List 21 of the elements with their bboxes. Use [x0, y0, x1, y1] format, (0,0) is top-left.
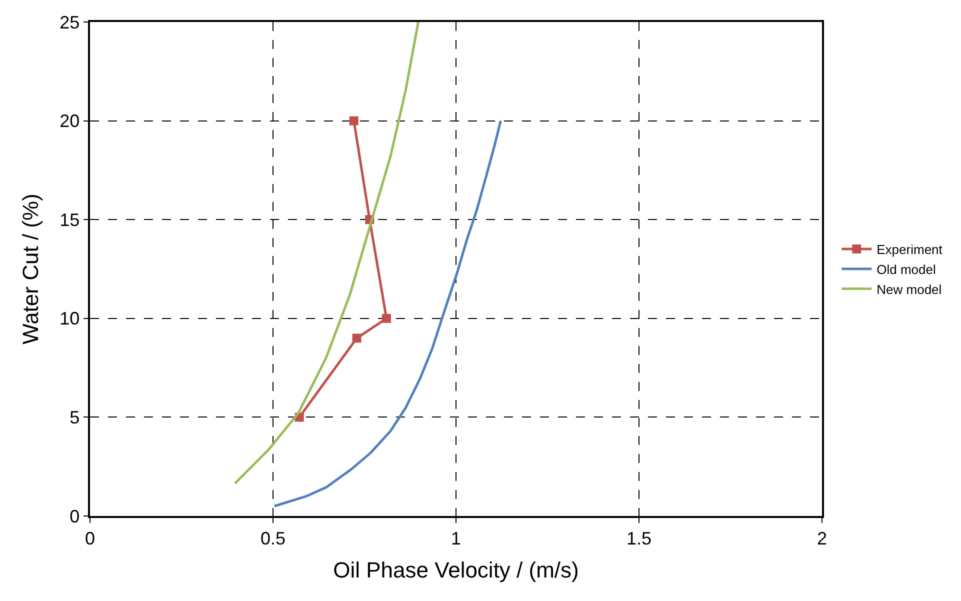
x-axis-title: Oil Phase Velocity / (m/s)	[333, 558, 579, 583]
y-axis-title: Water Cut / (%)	[18, 194, 43, 344]
line-series	[234, 22, 420, 485]
y-tick-label: 10	[60, 308, 80, 329]
y-tick-label: 15	[60, 210, 80, 230]
y-tick-label: 0	[70, 506, 80, 526]
y-tick-label: 5	[70, 408, 80, 428]
legend-label: Experiment	[876, 242, 943, 258]
point	[382, 314, 391, 323]
point	[349, 116, 358, 126]
legend-label: New model	[876, 282, 942, 297]
x-tick-label: 2	[816, 528, 828, 548]
y-tick-label: 25	[60, 12, 80, 32]
x-tick-label: 1	[450, 528, 462, 548]
x-tick-label: 0.5	[260, 528, 286, 548]
x-tick-label: 0	[84, 528, 96, 548]
line-series	[273, 120, 502, 508]
point	[352, 334, 362, 343]
y-tick-label: 20	[60, 111, 80, 132]
legend-label: Old model	[876, 262, 936, 277]
x-tick-label: 1.5	[626, 528, 652, 548]
